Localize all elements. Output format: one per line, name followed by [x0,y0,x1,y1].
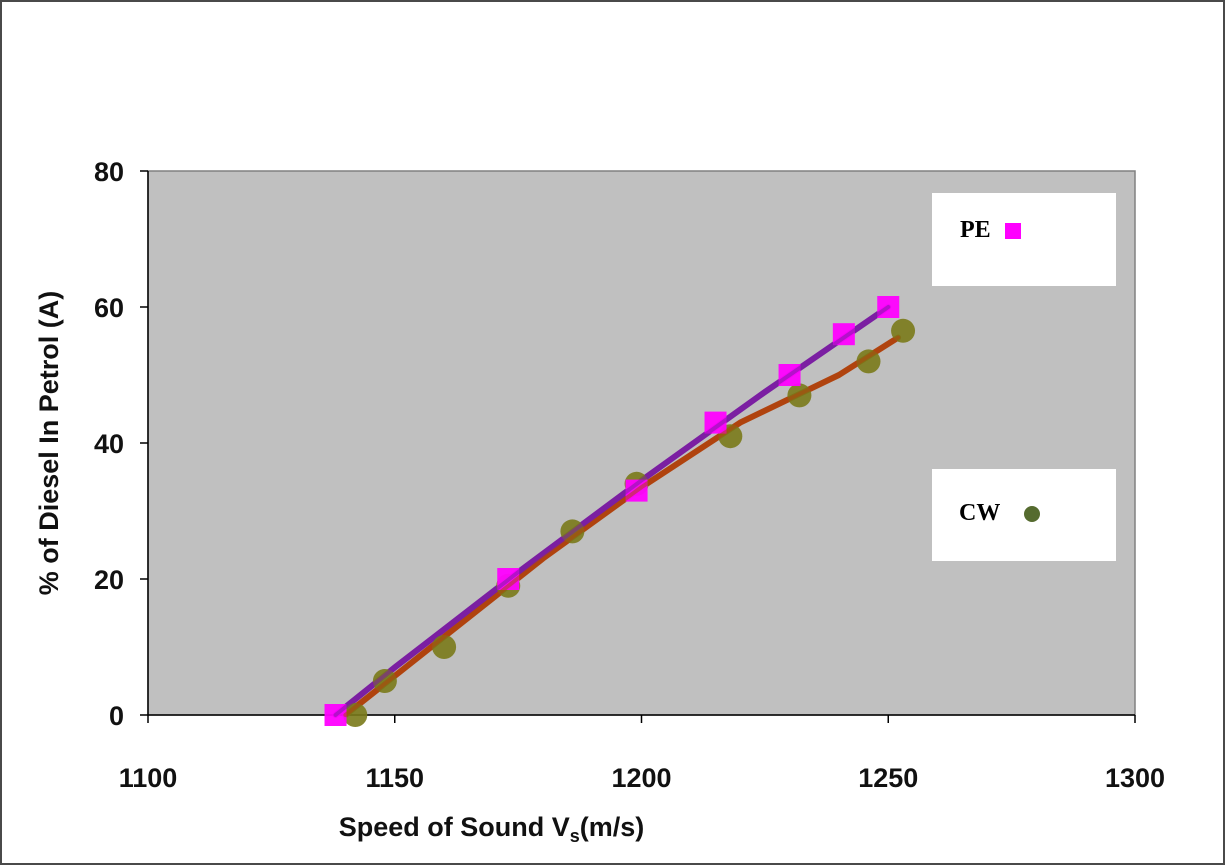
legend-cw: CW [932,469,1116,561]
legend-pe-label: PE [960,217,991,243]
y-tick-label: 0 [109,701,124,731]
fit-line-overlay-cw [343,335,901,717]
x-tick-label: 1300 [1105,763,1165,793]
y-tick-label: 60 [94,293,124,323]
y-axis-title: % of Diesel In Petrol (A) [34,291,64,596]
y-tick-label: 40 [94,429,124,459]
legend-pe: PE [932,193,1116,286]
cw-point [343,703,368,727]
cw-point [856,349,881,374]
x-axis-title-sub: s [570,826,580,846]
x-axis-title-main: Speed of Sound V [339,812,570,842]
x-axis-title: Speed of Sound Vs(m/s) [339,812,645,846]
x-tick-label: 1250 [858,763,918,793]
y-tick-label: 80 [94,157,124,187]
fit-line-overlay-pe [333,305,891,717]
x-tick-label: 1200 [611,763,671,793]
pe-point [704,411,727,434]
x-tick-label: 1100 [119,763,178,793]
legend-cw-marker [1024,506,1040,522]
y-tick-label: 20 [94,565,124,595]
x-tick-label: 1150 [365,763,424,793]
legend-pe-marker [1005,223,1021,239]
legend-cw-label: CW [959,500,1001,526]
x-axis-title-unit: (m/s) [580,812,645,842]
